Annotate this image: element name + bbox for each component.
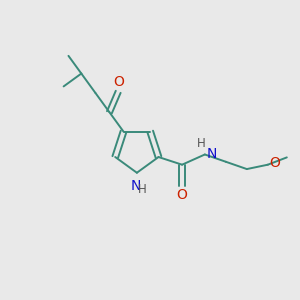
Text: N: N <box>207 147 217 161</box>
Text: O: O <box>177 188 188 202</box>
Text: O: O <box>269 156 280 170</box>
Text: H: H <box>138 183 146 196</box>
Text: O: O <box>113 75 124 89</box>
Text: N: N <box>130 179 141 193</box>
Text: H: H <box>197 137 206 150</box>
